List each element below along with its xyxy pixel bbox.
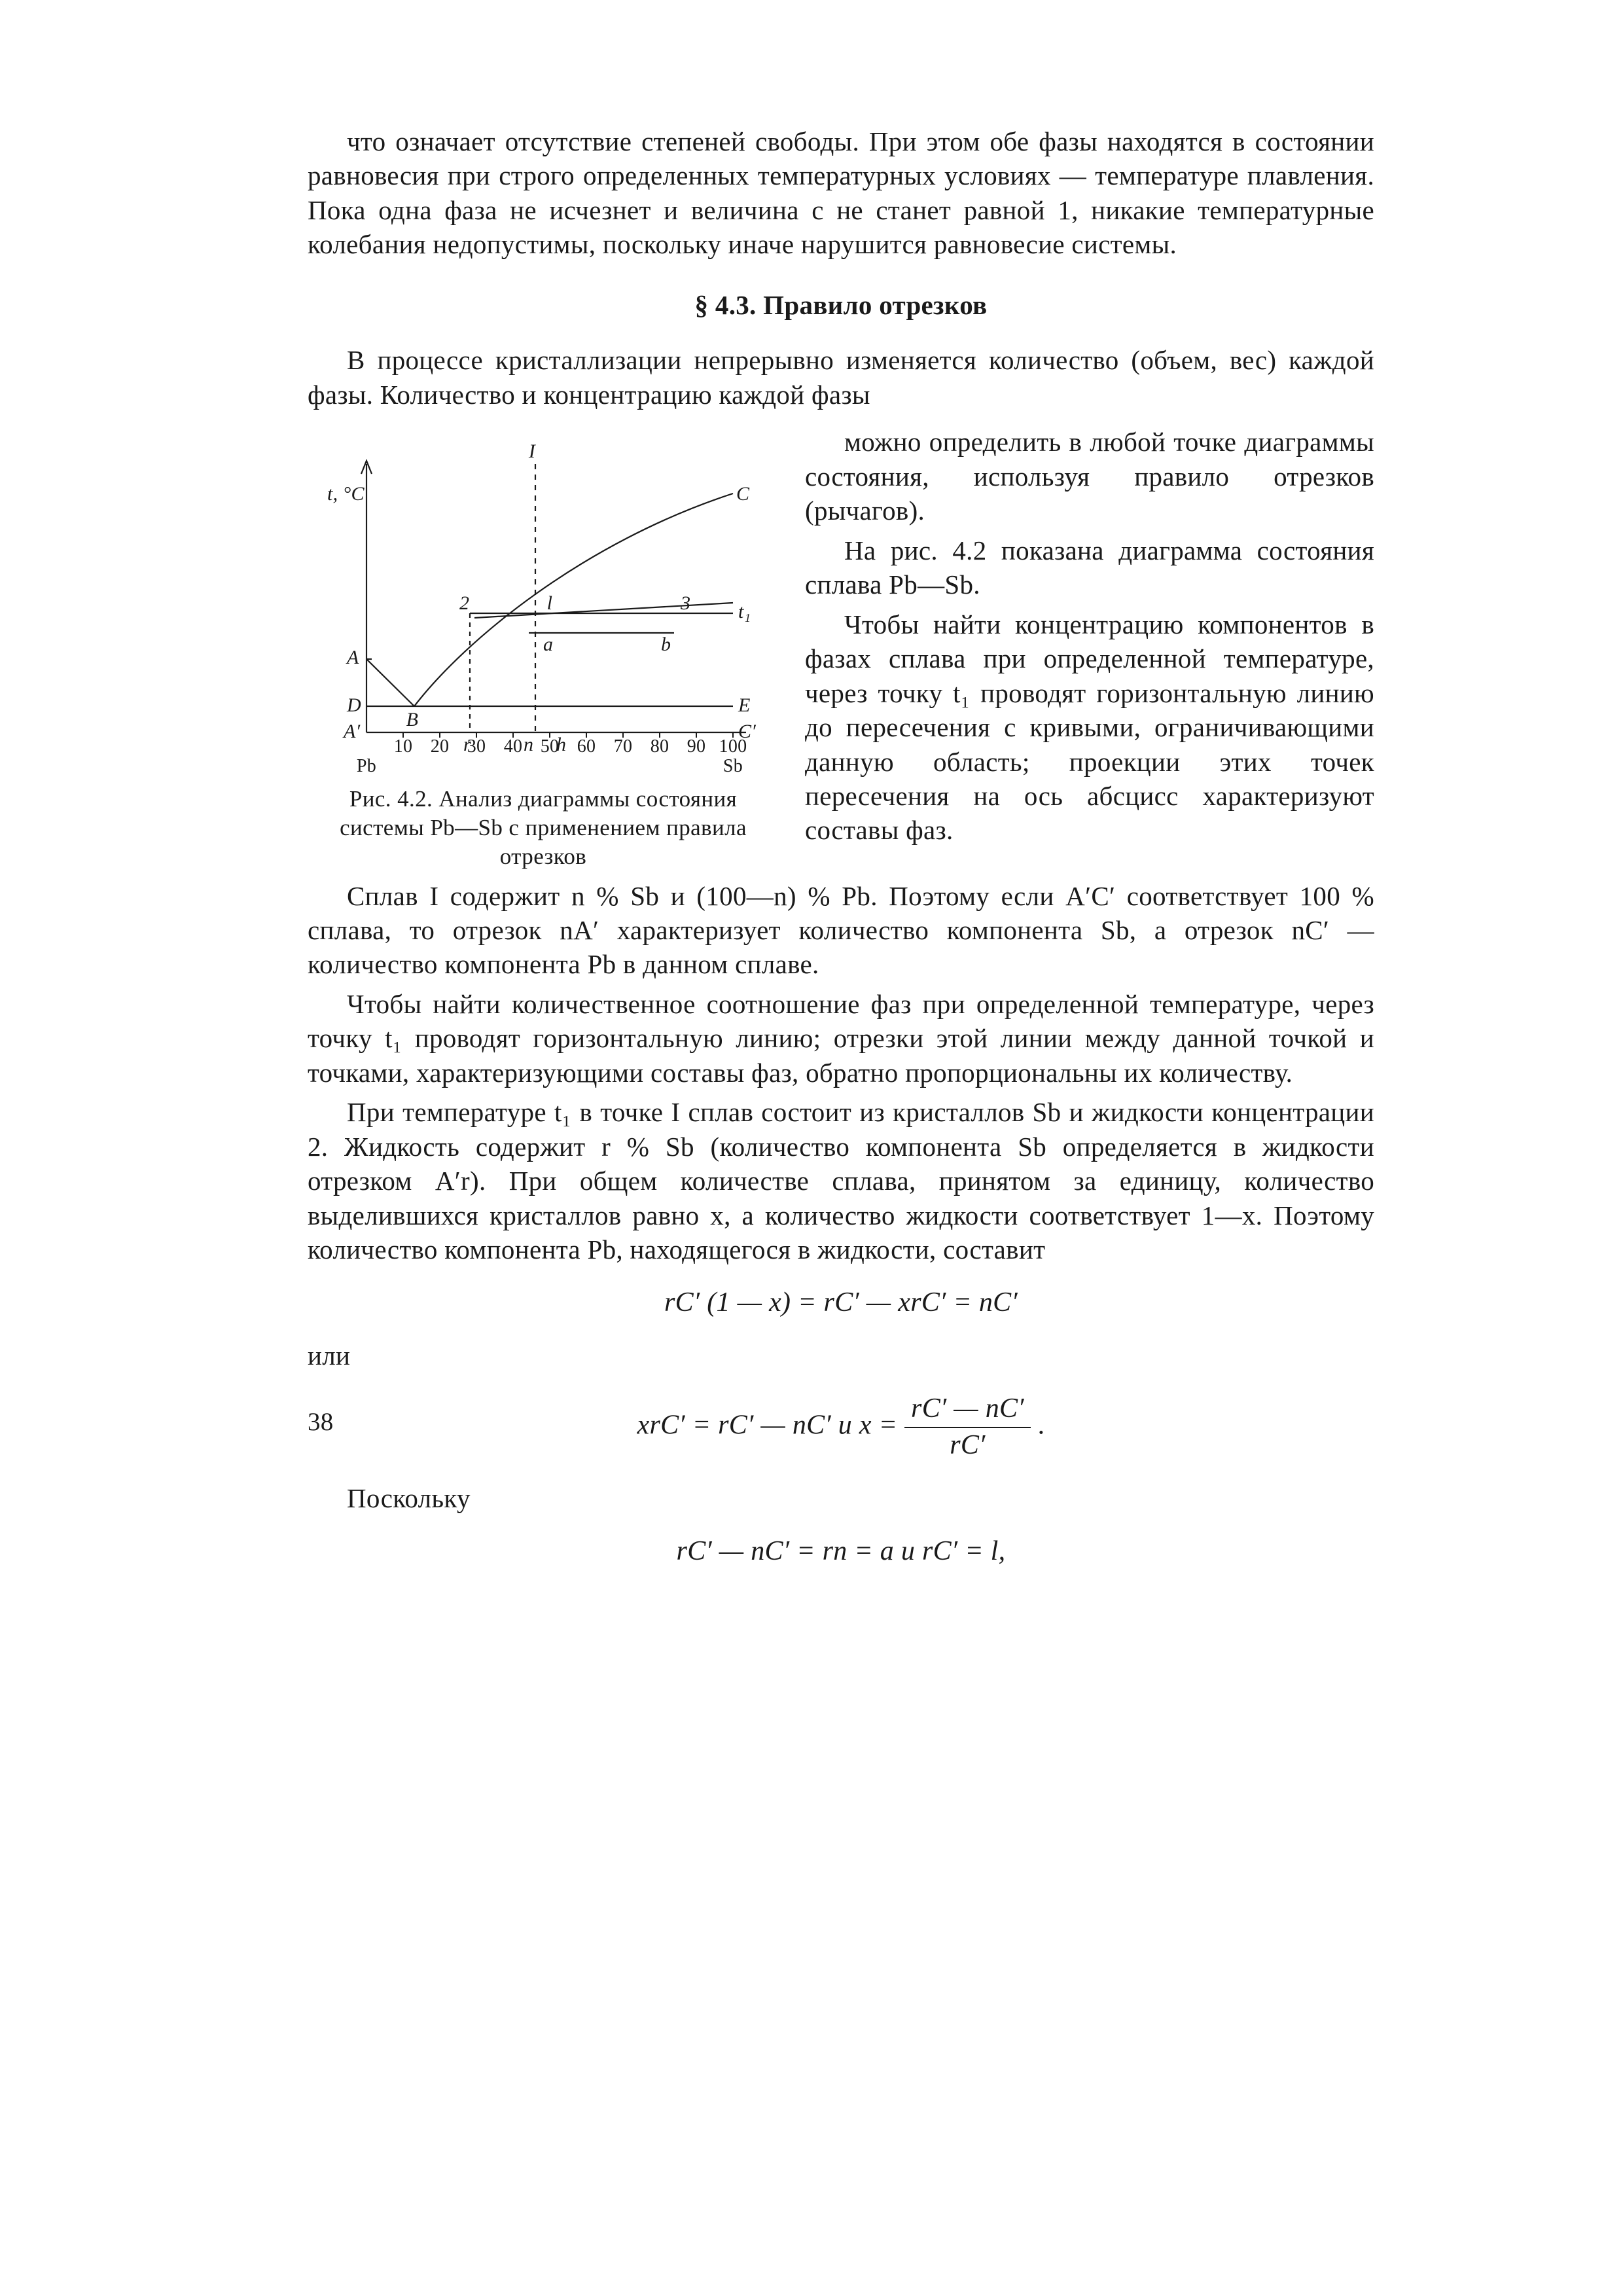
point-a: a (543, 634, 553, 655)
top-marker-I: I (528, 440, 537, 462)
point-E: E (738, 694, 751, 716)
point-D: D (346, 694, 361, 716)
word-poskolku: Поскольку (308, 1481, 1374, 1515)
svg-text:60: 60 (577, 736, 596, 757)
svg-text:50: 50 (541, 736, 560, 757)
point-3: 3 (680, 592, 690, 614)
wrapped-text-column: можно определить в любой точке диаграммы… (805, 425, 1374, 870)
point-2: 2 (459, 592, 469, 614)
label-n: n (524, 734, 533, 755)
svg-text:40: 40 (504, 736, 523, 757)
svg-text:80: 80 (651, 736, 669, 757)
figure-caption: Рис. 4.2. Анализ диаграммы состояния сис… (308, 785, 779, 870)
after-para-1: Сплав I содержит n % Sb и (100—n) % Pb. … (308, 879, 1374, 982)
equation-1: rC′ (1 — x) = rC′ — xrC′ = nC′ (308, 1285, 1374, 1321)
svg-text:100: 100 (719, 736, 747, 757)
section-heading: § 4.3. Правило отрезков (308, 288, 1374, 322)
after-para-2: Чтобы найти количественное соотношение ф… (308, 987, 1374, 1090)
eq2-fraction: rC′ — nC′ rC′ (904, 1391, 1031, 1463)
x-left-label: Pb (357, 756, 376, 776)
x-right-label: Sb (723, 756, 743, 776)
y-axis-label: t, °C (327, 483, 365, 505)
point-b: b (661, 634, 671, 655)
figure-and-text-row: t, °C I C A D A′ B E C′ t₁ 2 3 l a (308, 425, 1374, 870)
svg-text:70: 70 (614, 736, 633, 757)
word-ili: или (308, 1338, 1374, 1372)
eq2-tail: . (1038, 1410, 1045, 1440)
svg-text:10: 10 (394, 736, 413, 757)
side-para-1: можно определить в любой точке диаграммы… (805, 425, 1374, 528)
svg-text:30: 30 (467, 736, 486, 757)
side-para-3: Чтобы найти концентрацию компонентов в ф… (805, 607, 1374, 848)
svg-text:20: 20 (431, 736, 450, 757)
phase-diagram-figure: t, °C I C A D A′ B E C′ t₁ 2 3 l a (308, 425, 779, 778)
after-para-3: При температуре t₁ в точке I сплав состо… (308, 1095, 1374, 1266)
point-A-prime: A′ (342, 721, 361, 742)
side-para-2: На рис. 4.2 показана диаграмма состояния… (805, 533, 1374, 602)
point-l: l (547, 592, 553, 614)
eq2-frac-num: rC′ — nC′ (904, 1391, 1031, 1428)
top-paragraph: что означает отсутствие степеней свободы… (308, 124, 1374, 262)
point-B: B (406, 709, 419, 730)
label-t1: t₁ (738, 601, 751, 622)
eq2-frac-den: rC′ (904, 1428, 1031, 1463)
equation-2: xrC′ = rC′ — nC′ и x = rC′ — nC′ rC′ . (308, 1391, 1374, 1463)
phase-diagram-svg: t, °C I C A D A′ B E C′ t₁ 2 3 l a (308, 425, 779, 778)
point-A: A (346, 647, 359, 668)
page-number: 38 (308, 1406, 334, 1439)
intro-paragraph: В процессе кристаллизации непрерывно изм… (308, 343, 1374, 412)
equation-3: rC′ — nC′ = rn = a и rC′ = l, (308, 1534, 1374, 1570)
svg-text:90: 90 (687, 736, 706, 757)
point-C: C (736, 483, 750, 505)
eq2-left: xrC′ = rC′ — nC′ и x = (637, 1410, 898, 1440)
